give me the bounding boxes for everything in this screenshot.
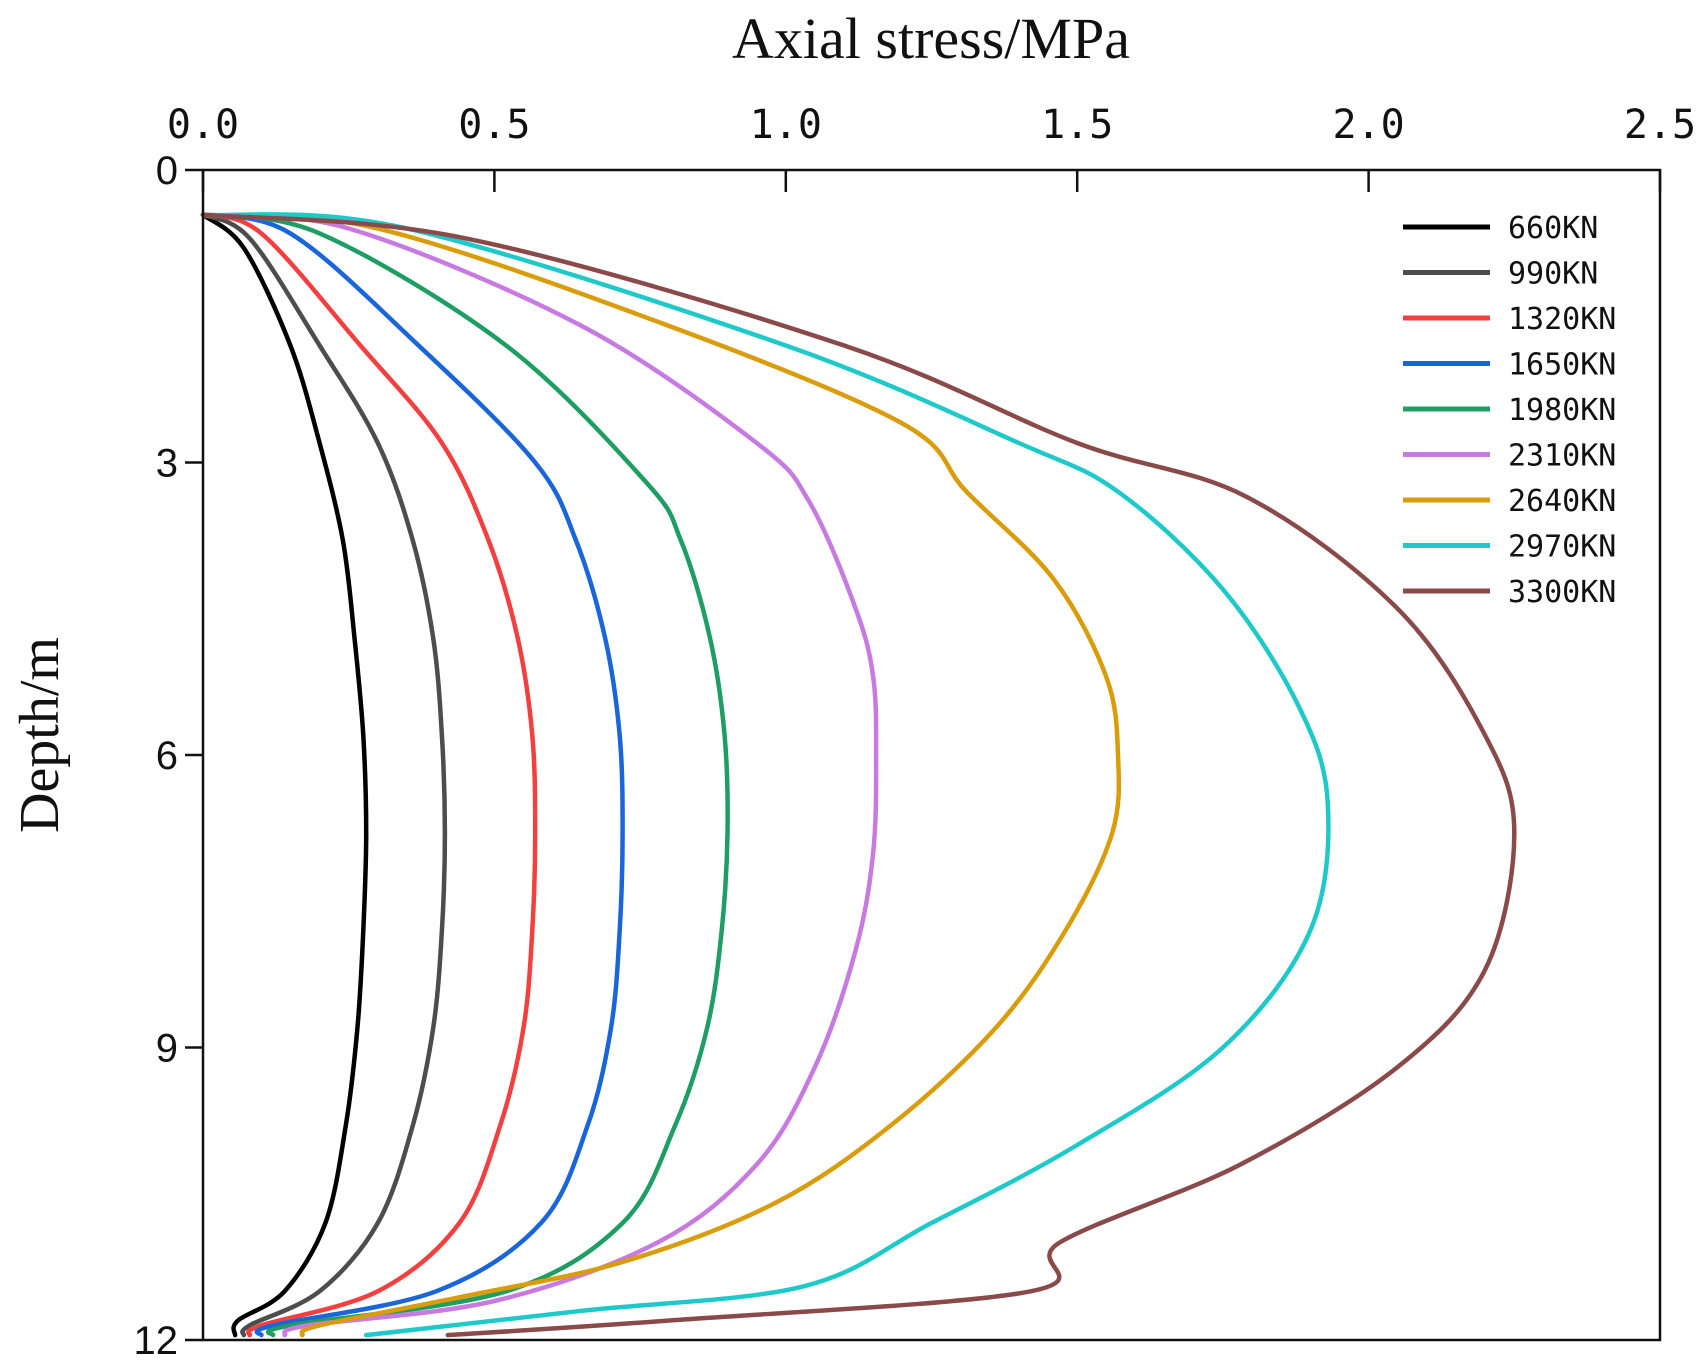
series-line-1980kn <box>200 212 730 1338</box>
legend: 660KN 990KN 1320KN 1650KN 1980KN 2310KN 2640KN… <box>1403 211 1616 610</box>
legend-label: 1650KN <box>1508 348 1616 383</box>
legend-label: 2640KN <box>1508 484 1616 519</box>
legend-label: 990KN <box>1508 257 1598 292</box>
series-line-990kn <box>200 212 448 1338</box>
x-tick-label: 1.0 <box>750 102 822 148</box>
legend-label: 1320KN <box>1508 302 1616 337</box>
series-line-2970kn <box>200 212 1331 1338</box>
chart-title: Axial stress/MPa <box>732 6 1130 71</box>
y-tick-label: 3 <box>156 442 178 486</box>
y-tick-label: 0 <box>156 149 178 193</box>
series-line-1320kn <box>200 212 538 1338</box>
series-line-3300kn <box>200 212 1517 1338</box>
x-axis: 0.0 0.5 1.0 1.5 2.0 2.5 <box>167 102 1696 192</box>
series-line-2640kn <box>200 212 1122 1338</box>
x-tick-label: 2.0 <box>1332 102 1404 148</box>
plot-series <box>200 212 1517 1338</box>
series-line-1650kn <box>200 212 625 1338</box>
plot-frame <box>201 168 1662 1342</box>
series-line-660kn <box>200 212 369 1338</box>
y-axis-label: Depth/m <box>9 637 71 833</box>
y-tick-label: 12 <box>134 1319 179 1363</box>
y-tick-label: 6 <box>156 734 178 778</box>
y-axis: 0 3 6 9 12 <box>134 149 203 1363</box>
x-tick-label: 0.5 <box>458 102 530 148</box>
legend-label: 3300KN <box>1508 575 1616 610</box>
legend-label: 2970KN <box>1508 530 1616 565</box>
legend-label: 660KN <box>1508 211 1598 246</box>
legend-label: 1980KN <box>1508 393 1616 428</box>
y-tick-label: 9 <box>156 1027 178 1071</box>
x-tick-label: 1.5 <box>1041 102 1113 148</box>
series-line-2310kn <box>200 212 879 1338</box>
legend-label: 2310KN <box>1508 439 1616 474</box>
x-tick-label: 2.5 <box>1624 102 1696 148</box>
x-tick-label: 0.0 <box>167 102 239 148</box>
